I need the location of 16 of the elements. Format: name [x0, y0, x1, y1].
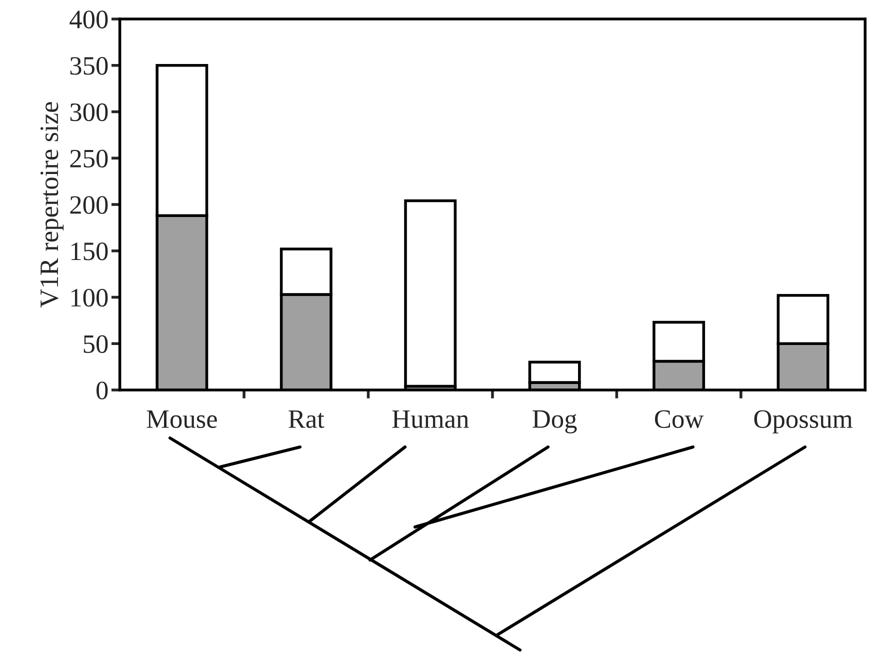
y-tick-label: 350: [70, 57, 108, 75]
y-tick-label: 150: [71, 242, 108, 260]
y-tick-label: 100: [71, 288, 108, 307]
y-tick-label: 200: [70, 196, 108, 214]
y-axis-title: V1R repertoire size: [40, 102, 64, 308]
x-tick-label: Opossum: [754, 410, 852, 434]
x-tick-label: Dog: [532, 410, 577, 434]
x-tick-label: Rat: [288, 410, 324, 428]
y-tick-label: 300: [70, 103, 108, 122]
y-tick-label: 50: [84, 335, 108, 354]
x-tick-label: Human: [392, 410, 469, 428]
y-tick-label: 400: [70, 10, 108, 28]
x-tick-label: Cow: [654, 410, 704, 428]
x-tick-label: Mouse: [146, 410, 217, 428]
y-tick-label: 0: [96, 382, 108, 400]
y-tick-label: 250: [70, 150, 108, 168]
